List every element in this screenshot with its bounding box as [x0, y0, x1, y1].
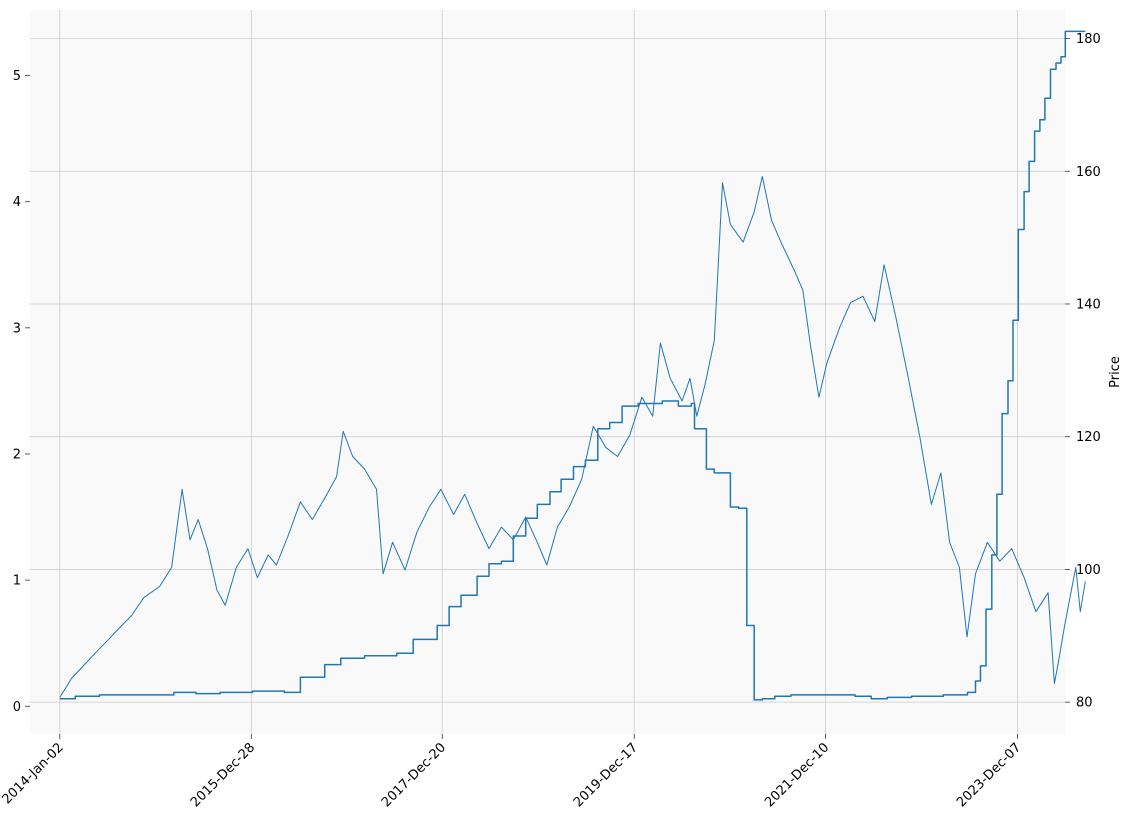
left-y-tick-label: 2 [13, 447, 21, 462]
right-y-tick-label: 80 [1076, 696, 1093, 711]
x-tick-label: 2014-Jan-02 [0, 740, 67, 807]
right-y-tick-label: 160 [1076, 165, 1101, 180]
series-layer [59, 30, 1086, 701]
left-y-tick-label: 3 [13, 321, 21, 336]
left-y-tick-label: 5 [13, 69, 21, 84]
x-tick-label: 2015-Dec-28 [188, 740, 258, 810]
right-y-tick-label: 180 [1076, 32, 1101, 47]
series-line-1 [59, 176, 1086, 698]
right-y-tick-label: 120 [1076, 430, 1101, 445]
left-y-tick-label: 4 [13, 195, 21, 210]
x-tick-label: 2021-Dec-10 [762, 740, 832, 810]
right-y-tick-label: 100 [1076, 563, 1101, 578]
left-y-tick-label: 0 [13, 700, 21, 715]
x-tick-label: 2019-Dec-17 [571, 740, 641, 810]
x-tick-label: 2023-Dec-07 [954, 740, 1024, 810]
left-y-tick-label: 1 [13, 574, 21, 589]
right-axis-label: Price [1108, 356, 1123, 388]
x-tick-label: 2017-Dec-20 [379, 740, 449, 810]
plot-area [30, 10, 1065, 734]
series-line-2 [59, 30, 1086, 701]
right-y-tick-label: 140 [1076, 297, 1101, 312]
